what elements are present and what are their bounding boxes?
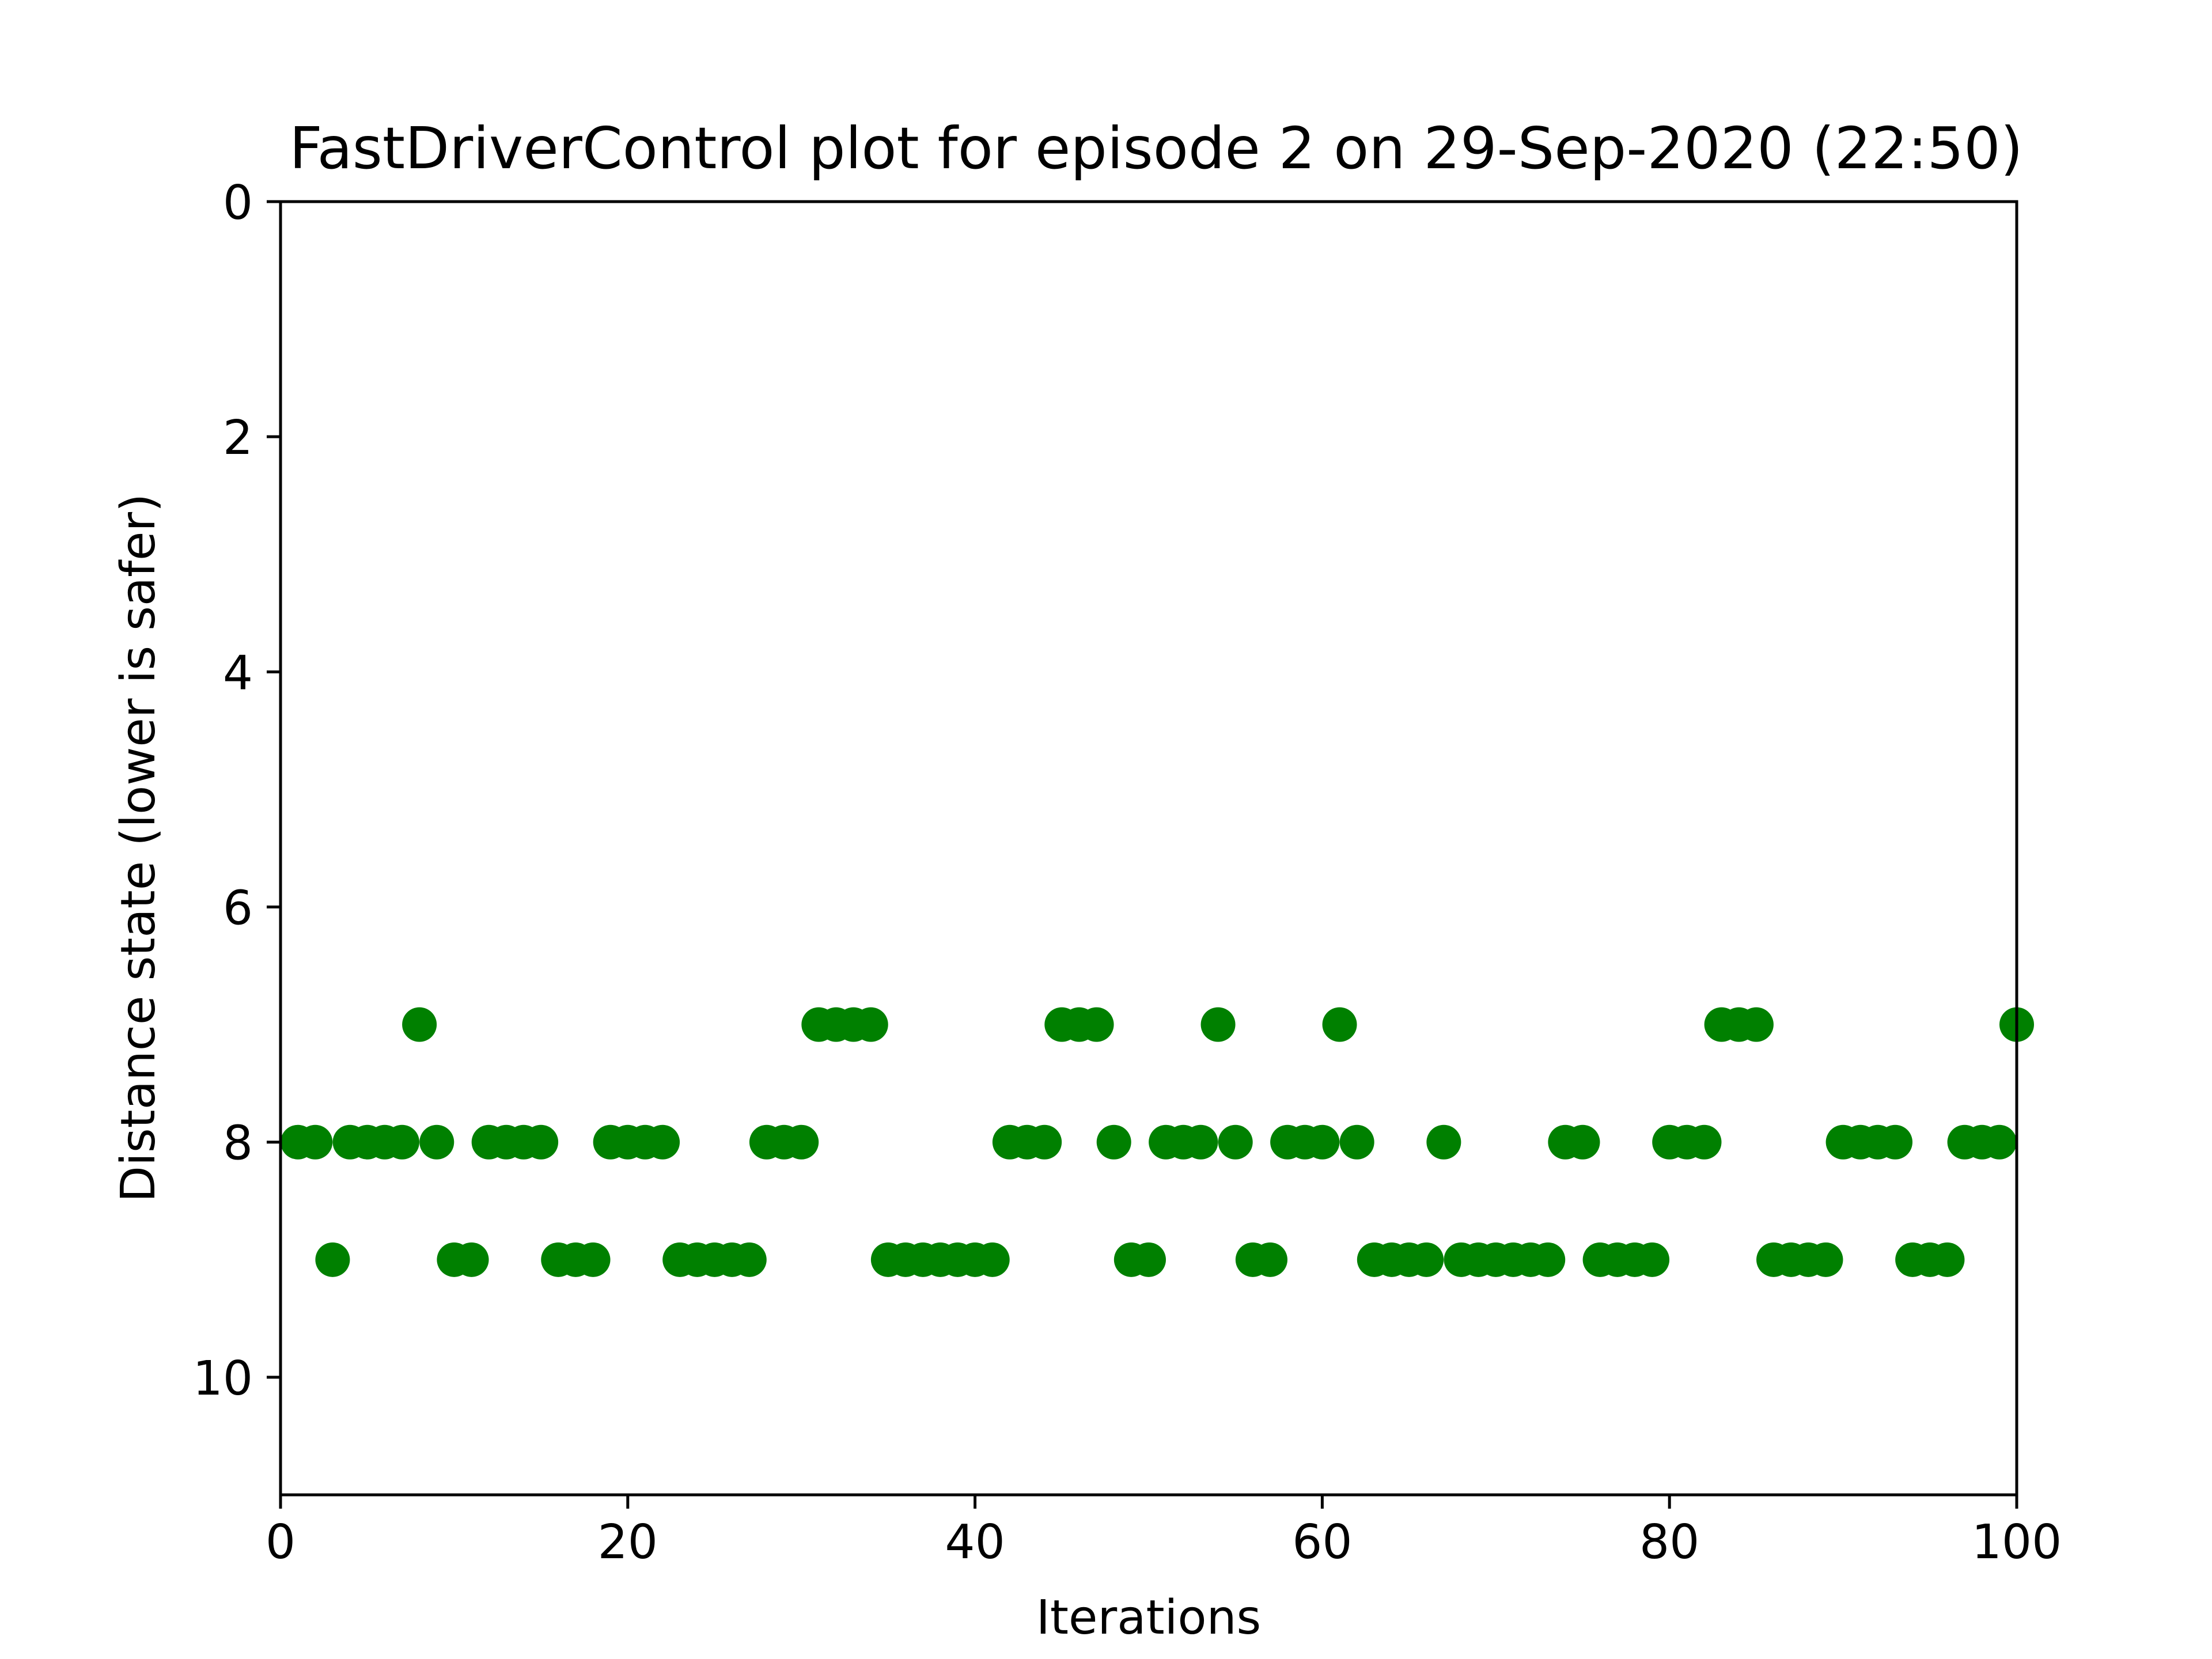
data-point <box>853 1007 888 1042</box>
x-tick-label: 60 <box>1292 1515 1352 1570</box>
chart-title: FastDriverControl plot for episode 2 on … <box>289 115 2023 182</box>
data-point <box>1200 1007 1236 1042</box>
data-point <box>1218 1124 1253 1160</box>
data-point <box>645 1124 680 1160</box>
data-point <box>1131 1242 1166 1277</box>
x-tick-label: 20 <box>598 1515 658 1570</box>
data-point <box>1096 1124 1131 1160</box>
data-point <box>1027 1124 1062 1160</box>
y-tick-label: 4 <box>223 646 253 700</box>
y-tick-label: 0 <box>223 176 253 230</box>
data-point <box>784 1124 819 1160</box>
data-point <box>1738 1007 1774 1042</box>
data-point <box>1409 1242 1444 1277</box>
data-points <box>281 1007 2034 1277</box>
y-tick-label: 2 <box>223 411 253 465</box>
data-point <box>454 1242 489 1277</box>
y-axis-ticks: 0 2 4 6 8 10 <box>193 176 281 1406</box>
y-tick-label: 8 <box>223 1116 253 1171</box>
data-point <box>384 1124 419 1160</box>
data-point <box>1079 1007 1114 1042</box>
data-point <box>1878 1124 1913 1160</box>
x-tick-label: 0 <box>266 1515 296 1570</box>
data-point <box>1982 1124 2017 1160</box>
data-point <box>1687 1124 1722 1160</box>
x-axis-label: Iterations <box>1036 1590 1262 1645</box>
x-axis-ticks: 0 20 40 60 80 100 <box>266 1495 2062 1570</box>
x-tick-label: 40 <box>945 1515 1005 1570</box>
data-point <box>1305 1124 1340 1160</box>
data-point <box>1183 1124 1218 1160</box>
data-point <box>524 1124 559 1160</box>
data-point <box>298 1124 333 1160</box>
y-tick-label: 10 <box>193 1351 253 1406</box>
data-point <box>402 1007 437 1042</box>
y-tick-label: 6 <box>223 881 253 936</box>
data-point <box>1426 1124 1461 1160</box>
data-point <box>419 1124 454 1160</box>
plot-frame <box>279 200 2018 1497</box>
data-point <box>1565 1124 1600 1160</box>
data-point <box>1808 1242 1843 1277</box>
data-point <box>315 1242 350 1277</box>
data-point <box>732 1242 767 1277</box>
y-axis-label: Distance state (lower is safer) <box>111 494 166 1202</box>
x-tick-label: 80 <box>1639 1515 1699 1570</box>
data-point <box>1339 1124 1374 1160</box>
x-tick-label: 100 <box>1972 1515 2062 1570</box>
data-point <box>1531 1242 1566 1277</box>
data-point <box>1930 1242 1965 1277</box>
data-point <box>975 1242 1010 1277</box>
data-point <box>1635 1242 1670 1277</box>
data-point <box>1322 1007 1357 1042</box>
data-point <box>1252 1242 1287 1277</box>
data-point <box>575 1242 611 1277</box>
